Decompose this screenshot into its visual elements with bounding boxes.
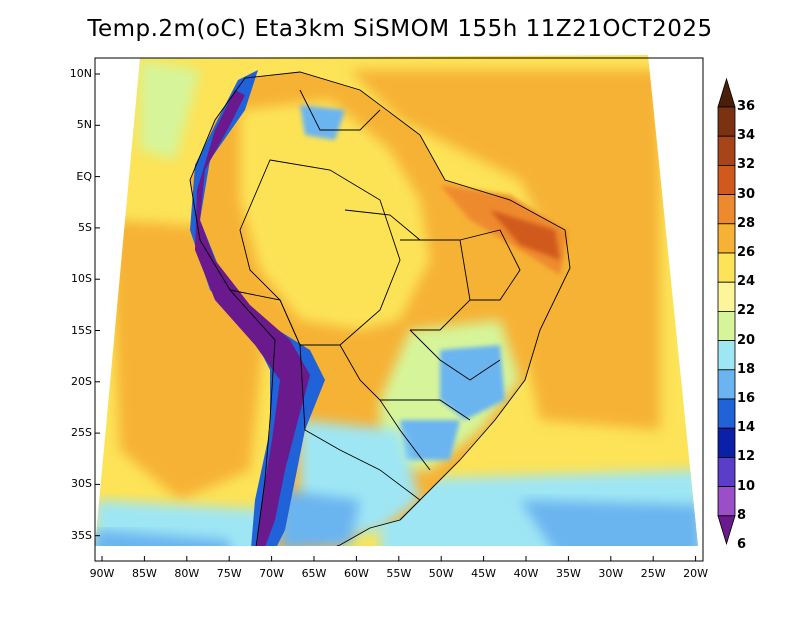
lon-tick-label: 35W	[555, 567, 581, 580]
south-plateau-cool-zone	[400, 420, 460, 460]
map-title: Temp.2m(oC) Eta3km SiSMOM 155h 11Z21OCT2…	[87, 16, 713, 42]
state-border-2	[459, 229, 521, 301]
lat-tick-label: 20S	[71, 374, 92, 388]
colorbar	[717, 77, 736, 546]
colorbar-label: 6	[737, 537, 747, 552]
colorbar-label: 32	[737, 157, 756, 173]
latitude-ticks	[95, 73, 100, 537]
colorbar-label: 16	[737, 391, 756, 406]
colorbar-segment	[717, 310, 736, 341]
lon-tick-label: 75W	[216, 567, 242, 580]
atlantic-warm-zone	[350, 70, 660, 430]
state-border-3	[409, 329, 501, 381]
lat-tick-label: 25S	[71, 426, 92, 440]
colorbar-segment	[717, 252, 736, 283]
colorbar-label: 8	[737, 507, 747, 523]
lat-tick-label: 10N	[69, 67, 92, 80]
state-border-4	[380, 399, 471, 421]
lon-tick-label: 60W	[343, 567, 369, 580]
colorbar-segment	[717, 135, 736, 166]
lon-tick-label: 30W	[598, 567, 624, 580]
lat-tick-label: 5N	[76, 118, 92, 132]
lat-tick-label: 5S	[78, 220, 92, 234]
south-atlantic-cold-zone	[520, 500, 698, 546]
colorbar-segment	[717, 106, 736, 137]
colorbar-label: 28	[737, 215, 756, 231]
peru-bolivia-border	[229, 289, 301, 346]
lon-tick-label: 65W	[301, 567, 327, 580]
colorbar-segment	[717, 340, 736, 371]
pacific-north-mild-zone	[140, 60, 200, 160]
coastline-west	[189, 179, 276, 546]
lat-tick-label: 10S	[71, 272, 92, 286]
lon-tick-label: 90W	[89, 567, 115, 580]
colorbar-label: 20	[737, 332, 756, 348]
colorbar-label: 22	[737, 303, 756, 319]
lon-tick-label: 40W	[513, 567, 539, 580]
lat-tick-label: EQ	[76, 169, 92, 183]
borders	[189, 71, 571, 546]
lon-tick-label: 25W	[640, 567, 666, 580]
colorbar-label: 30	[737, 186, 756, 202]
colorbar-label: 34	[737, 128, 756, 144]
lon-tick-label: 45W	[471, 567, 497, 580]
uruguay-border	[379, 469, 421, 521]
lon-tick-label: 20W	[683, 567, 709, 580]
mantiqueira-cool-zone	[440, 345, 505, 420]
lon-tick-label: 70W	[259, 567, 285, 580]
south-pacific-cold-zone	[95, 530, 230, 546]
northeast-hot-zone	[440, 185, 568, 275]
colorbar-segment	[717, 194, 736, 225]
state-border-5	[344, 209, 421, 241]
argentina-border	[299, 344, 381, 471]
guiana-highland-cool	[300, 105, 345, 140]
lat-tick-label: 15S	[71, 323, 92, 337]
patagonia-cool-zone	[280, 490, 360, 546]
colorbar-label: 14	[737, 420, 756, 436]
lat-tick-label: 30S	[71, 477, 92, 491]
colorbar-label: 18	[737, 361, 756, 377]
colorbar-segment	[717, 369, 736, 400]
colorbar-segment	[717, 398, 736, 429]
northeast-very-hot-zone	[490, 210, 560, 260]
lon-tick-label: 55W	[386, 567, 412, 580]
colorbar-label: 12	[737, 449, 756, 465]
lon-tick-label: 50W	[428, 567, 454, 580]
colorbar-label: 10	[737, 478, 756, 494]
colorbar-top-arrow	[717, 77, 736, 108]
colorbar-segment	[717, 427, 736, 458]
colorbar-segment	[717, 456, 736, 487]
colorbar-label: 26	[737, 245, 756, 260]
south-pacific-cool-zone	[95, 500, 270, 546]
colorbar-segment	[717, 223, 736, 254]
colorbar-label: 24	[737, 274, 756, 290]
lon-tick-label: 85W	[131, 567, 157, 580]
andes-coldest-core	[195, 90, 310, 546]
colorbar-segment	[717, 486, 736, 517]
venezuela-border	[299, 89, 381, 131]
colorbar-bottom-arrow	[717, 515, 736, 546]
amazon-mild-zone	[240, 100, 430, 330]
lon-tick-label: 80W	[174, 567, 200, 580]
longitude-ticks	[101, 556, 697, 561]
lat-tick-label: 35S	[71, 528, 92, 542]
colorbar-segment	[717, 164, 736, 195]
colorbar-label: 36	[737, 99, 756, 114]
temperature-field	[95, 55, 698, 546]
colorbar-segment	[717, 281, 736, 312]
